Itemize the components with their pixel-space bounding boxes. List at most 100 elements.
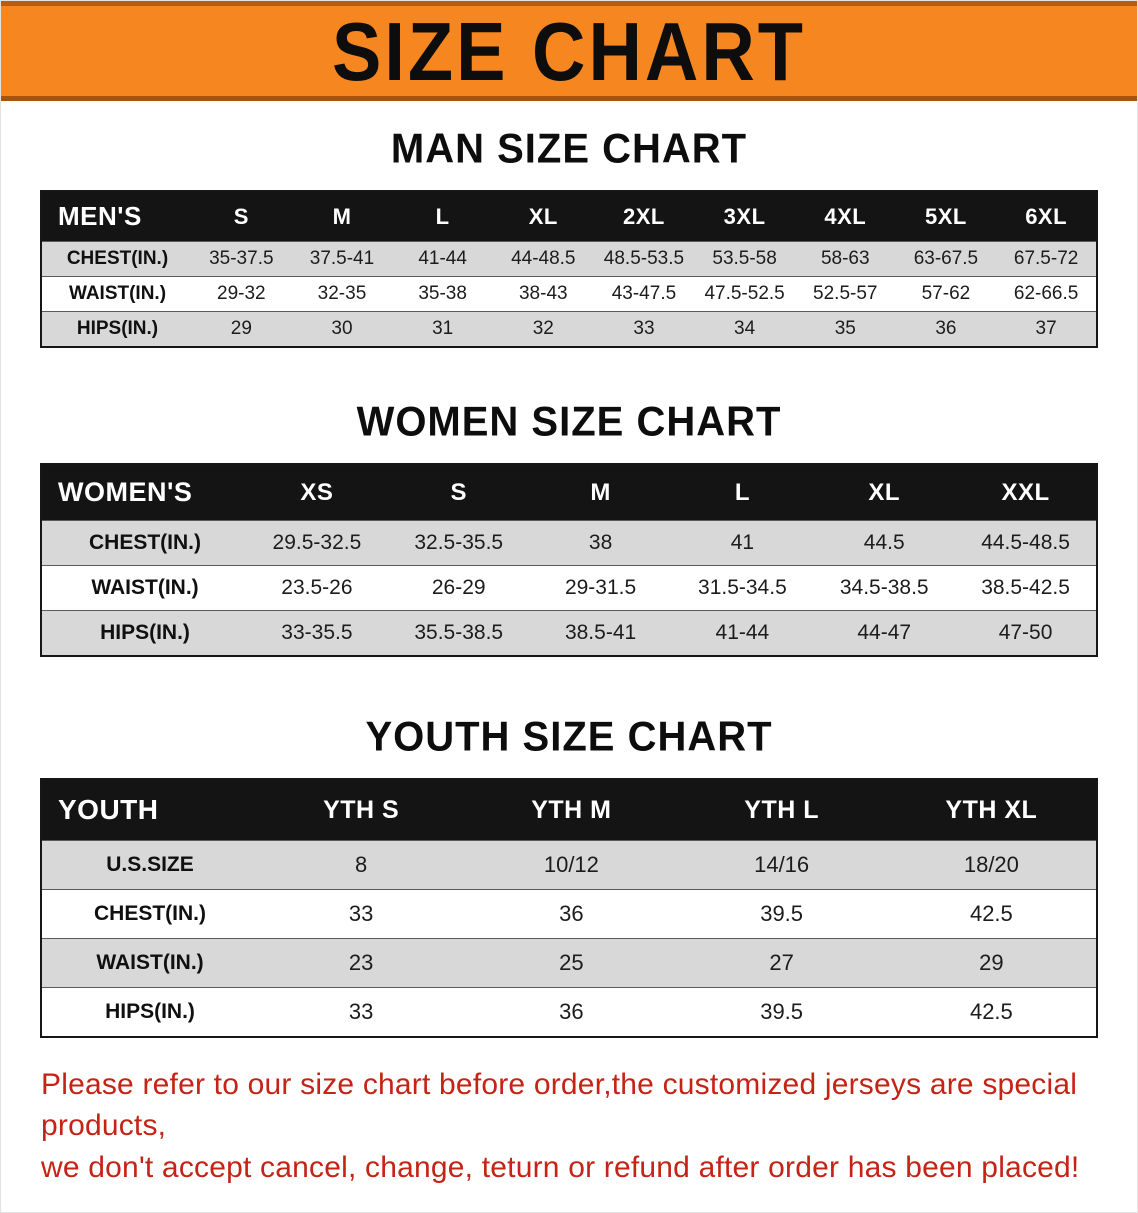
size-value-cell: 44.5-48.5 [955, 520, 1097, 566]
size-value-cell: 52.5-57 [794, 276, 896, 312]
size-value-cell: 38-43 [492, 276, 594, 312]
size-value-cell: 38.5-42.5 [955, 565, 1097, 611]
banner: SIZE CHART [1, 1, 1137, 101]
size-value-cell: 44-48.5 [492, 241, 594, 277]
size-value-cell: 36 [895, 311, 997, 347]
size-value-cell: 29-32 [191, 276, 292, 312]
size-value-cell: 53.5-58 [694, 241, 795, 277]
notice-line-2: we don't accept cancel, change, teturn o… [41, 1150, 1080, 1184]
measurement-row: CHEST(IN.) 35-37.5 37.5-41 41-44 44-48.5 48.5… [41, 241, 1097, 277]
table-corner-label: YOUTH [41, 779, 256, 841]
size-value-cell: 43-47.5 [593, 276, 695, 312]
size-value-cell: 29.5-32.5 [246, 520, 388, 566]
measurement-row: WAIST(IN.) 23 25 27 29 [41, 938, 1097, 988]
size-value-cell: 35-37.5 [191, 241, 292, 277]
notice-line-1: Please refer to our size chart before or… [41, 1068, 1078, 1143]
row-label: CHEST(IN.) [41, 520, 246, 566]
measurement-row: U.S.SIZE 8 10/12 14/16 18/20 [41, 840, 1097, 890]
women-size-table: WOMEN'S XS S M L XL XXL CHEST(IN.) 29.5-32.5 32.5… [40, 463, 1098, 657]
size-column-header: XL [492, 191, 594, 242]
size-value-cell: 33-35.5 [246, 610, 388, 656]
size-column-header: S [387, 464, 530, 521]
footer-notice: Please refer to our size chart before or… [41, 1064, 1137, 1212]
size-value-cell: 36 [466, 987, 677, 1037]
size-value-cell: 42.5 [886, 889, 1097, 939]
size-value-cell: 41 [671, 520, 814, 566]
size-column-header: L [671, 464, 814, 521]
size-column-header: 5XL [895, 191, 997, 242]
size-column-header: M [529, 464, 672, 521]
size-value-cell: 47.5-52.5 [694, 276, 795, 312]
size-column-header: YTH XL [886, 779, 1097, 841]
size-value-cell: 33 [593, 311, 695, 347]
size-value-cell: 63-67.5 [895, 241, 997, 277]
size-value-cell: 38.5-41 [529, 610, 672, 656]
youth-section: YOUTH SIZE CHART YOUTH YTH S YTH M YTH L YTH… [1, 713, 1137, 1038]
size-value-cell: 29 [191, 311, 292, 347]
row-label: WAIST(IN.) [41, 276, 191, 312]
size-column-header: XXL [955, 464, 1097, 521]
measurement-row: HIPS(IN.) 33 36 39.5 42.5 [41, 987, 1097, 1037]
size-value-cell: 31 [392, 311, 493, 347]
size-value-cell: 35 [794, 311, 896, 347]
youth-size-table: YOUTH YTH S YTH M YTH L YTH XL U.S.SIZE 8 10/12… [40, 778, 1098, 1038]
size-value-cell: 23 [256, 938, 467, 988]
size-value-cell: 29 [886, 938, 1097, 988]
row-label: CHEST(IN.) [41, 889, 256, 939]
size-column-header: YTH M [466, 779, 677, 841]
size-value-cell: 37 [996, 311, 1097, 347]
measurement-row: HIPS(IN.) 29 30 31 32 33 34 35 36 37 [41, 311, 1097, 347]
size-column-header: 6XL [996, 191, 1097, 242]
row-label: HIPS(IN.) [41, 987, 256, 1037]
size-value-cell: 62-66.5 [996, 276, 1097, 312]
size-value-cell: 42.5 [886, 987, 1097, 1037]
size-value-cell: 41-44 [671, 610, 814, 656]
size-column-header: YTH S [256, 779, 467, 841]
size-value-cell: 38 [529, 520, 672, 566]
size-value-cell: 41-44 [392, 241, 493, 277]
size-value-cell: 14/16 [676, 840, 887, 890]
women-section: WOMEN SIZE CHART WOMEN'S XS S M L XL XXL CHEST(… [1, 399, 1137, 657]
table-header-row: MEN'S S M L XL 2XL 3XL 4XL 5XL 6XL [41, 191, 1097, 242]
size-value-cell: 23.5-26 [246, 565, 388, 611]
size-value-cell: 29-31.5 [529, 565, 672, 611]
size-value-cell: 26-29 [387, 565, 530, 611]
size-value-cell: 33 [256, 889, 467, 939]
size-column-header: XS [246, 464, 388, 521]
table-header-row: YOUTH YTH S YTH M YTH L YTH XL [41, 779, 1097, 841]
size-value-cell: 25 [466, 938, 677, 988]
size-value-cell: 35-38 [392, 276, 493, 312]
size-value-cell: 34 [694, 311, 795, 347]
men-size-table: MEN'S S M L XL 2XL 3XL 4XL 5XL 6XL CHEST(IN.) 35-37… [40, 190, 1098, 348]
size-value-cell: 31.5-34.5 [671, 565, 814, 611]
size-value-cell: 27 [676, 938, 887, 988]
size-value-cell: 8 [256, 840, 467, 890]
size-value-cell: 48.5-53.5 [593, 241, 695, 277]
size-column-header: 4XL [794, 191, 896, 242]
section-heading-youth: YOUTH SIZE CHART [365, 713, 773, 761]
size-column-header: L [392, 191, 493, 242]
size-value-cell: 47-50 [955, 610, 1097, 656]
size-column-header: XL [813, 464, 956, 521]
size-value-cell: 67.5-72 [996, 241, 1097, 277]
size-value-cell: 18/20 [886, 840, 1097, 890]
measurement-row: HIPS(IN.) 33-35.5 35.5-38.5 38.5-41 41-44 44-… [41, 610, 1097, 656]
size-value-cell: 39.5 [676, 889, 887, 939]
size-value-cell: 10/12 [466, 840, 677, 890]
row-label: HIPS(IN.) [41, 610, 246, 656]
size-value-cell: 37.5-41 [291, 241, 393, 277]
size-value-cell: 44.5 [813, 520, 956, 566]
size-value-cell: 39.5 [676, 987, 887, 1037]
size-value-cell: 36 [466, 889, 677, 939]
size-value-cell: 58-63 [794, 241, 896, 277]
row-label: CHEST(IN.) [41, 241, 191, 277]
size-column-header: YTH L [676, 779, 887, 841]
size-value-cell: 32 [492, 311, 594, 347]
size-value-cell: 33 [256, 987, 467, 1037]
row-label: WAIST(IN.) [41, 565, 246, 611]
row-label: U.S.SIZE [41, 840, 256, 890]
measurement-row: CHEST(IN.) 29.5-32.5 32.5-35.5 38 41 44.5 44.5… [41, 520, 1097, 566]
size-column-header: S [191, 191, 292, 242]
size-column-header: 2XL [593, 191, 695, 242]
size-value-cell: 44-47 [813, 610, 956, 656]
